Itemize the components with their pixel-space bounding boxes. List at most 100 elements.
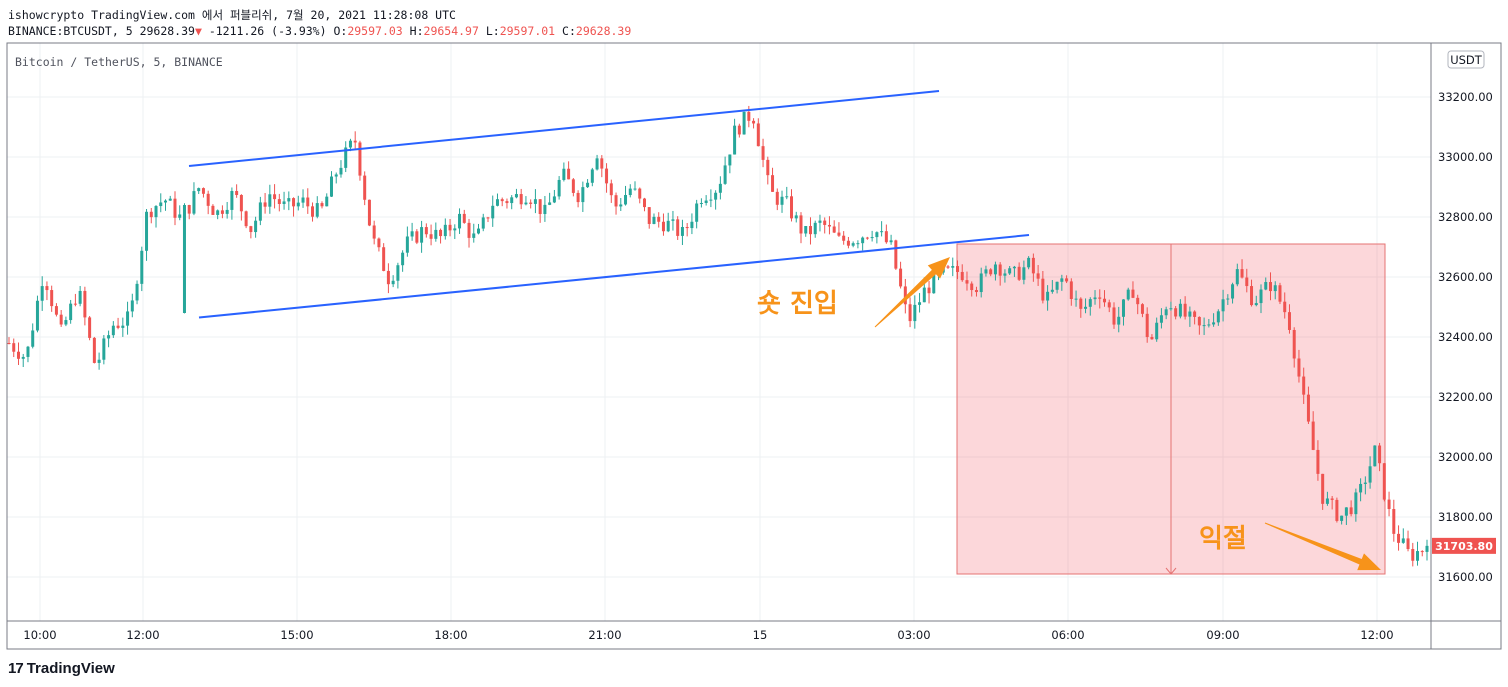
chart-grid [7,43,1431,621]
candle-body [254,220,258,233]
candle-body [1401,538,1405,543]
candle-body [268,194,272,207]
candle-body [462,213,466,223]
chart-frame [6,42,1502,650]
y-tick-label: 32200.00 [1438,390,1493,404]
close-label: C: [562,24,576,38]
position-boxes [956,243,1386,575]
position-arrow-icon [1165,567,1177,575]
candle-body [899,268,903,287]
candle-body [145,211,149,251]
candle-body [439,229,443,237]
candle-body [979,273,983,293]
candle-body [1226,298,1230,300]
candle-body [581,187,585,203]
candle-body [50,290,54,307]
candle-body [1221,299,1225,312]
candle-body [292,198,296,207]
candle-body [192,191,196,214]
candle-body [633,188,637,190]
high-label: H: [409,24,424,38]
candle-body [548,202,552,205]
candle-body [775,191,779,205]
candle-body [334,174,338,177]
candle-body [699,202,703,204]
candle-body [1065,278,1069,282]
candle-body [168,198,172,201]
candle-body [424,227,428,235]
candle-body [405,236,409,253]
candle-body [1335,499,1339,521]
candle-body [889,240,893,243]
candle-body [159,202,163,207]
tradingview-logo[interactable]: 17 TradingView [8,660,115,677]
candle-body [396,265,400,281]
candle-body [1188,311,1192,317]
candle-body [747,111,751,121]
y-tick-label: 32800.00 [1438,210,1493,224]
candle-body [69,303,73,321]
candle-body [1069,281,1073,300]
candle-body [7,343,11,344]
candle-body [197,188,201,192]
lower-channel-line [198,234,1030,319]
candle-body [126,311,130,326]
candle-body [742,111,746,135]
candle-body [491,205,495,219]
candle-body [1107,302,1111,308]
candle-body [624,195,628,205]
candle-body [1354,492,1358,515]
axes: 33200.00 33000.00 32800.00 32600.00 32400.00… [6,42,1502,650]
candle-body [785,196,789,198]
candle-body [1306,394,1310,422]
candle-body [467,222,471,238]
candle-body [443,224,447,237]
candle-body [1245,277,1249,287]
candle-body [514,194,518,198]
candle-body [187,205,191,214]
candle-body [102,338,106,360]
down-arrow-icon: ▼ [194,24,202,38]
candle-body [391,280,395,285]
candle-body [695,203,699,222]
candle-body [1316,449,1320,474]
candle-body [263,202,267,207]
candle-body [458,213,462,229]
candle-body [927,287,931,294]
candle-body [348,140,352,148]
candle-body [1017,266,1021,280]
candle-body [932,273,936,294]
candle-body [1121,299,1125,317]
upper-channel-line [188,90,940,167]
candle-body [111,325,115,336]
candle-body [1278,285,1282,302]
candle-body [206,193,210,206]
candle-body [1145,313,1149,338]
tradingview-logo-icon: 17 [8,660,24,677]
candle-body [225,209,229,214]
candle-body [652,216,656,224]
candle-body [704,200,708,203]
y-tick-label: 33200.00 [1438,90,1493,104]
candle-body [235,191,239,195]
candle-body [1235,269,1239,285]
candle-body [1311,421,1315,450]
candle-body [571,179,575,193]
candle-body [301,197,305,203]
candle-body [1411,549,1415,561]
candle-body [92,337,96,363]
candle-body [1169,308,1173,310]
candle-body [1031,257,1035,274]
candle-body [851,243,855,246]
candle-body [1022,267,1026,280]
candle-body [1036,273,1040,279]
y-tick-label: 31800.00 [1438,510,1493,524]
symbol-label[interactable]: BINANCE:BTCUSDT, 5 [8,24,133,38]
candle-body [1264,282,1268,290]
open-value: 29597.03 [347,24,403,38]
candle-body [287,198,291,202]
candle-body [752,120,756,124]
candle-body [40,286,44,301]
candle-body [685,227,689,229]
